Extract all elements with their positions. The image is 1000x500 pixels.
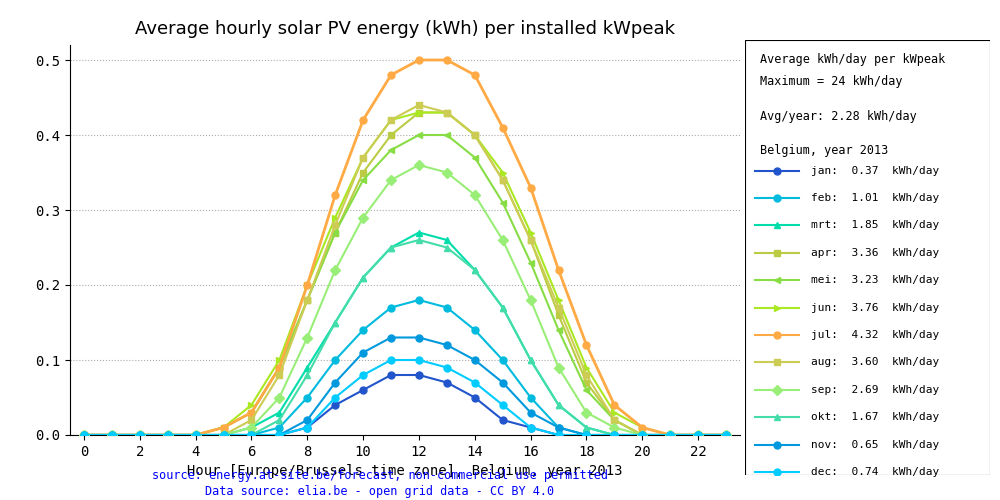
Text: Average kWh/day per kWpeak: Average kWh/day per kWpeak <box>760 53 945 66</box>
Text: dec:  0.74  kWh/day: dec: 0.74 kWh/day <box>811 467 939 477</box>
Text: mei:  3.23  kWh/day: mei: 3.23 kWh/day <box>811 275 939 285</box>
Text: apr:  3.36  kWh/day: apr: 3.36 kWh/day <box>811 248 939 258</box>
Text: feb:  1.01  kWh/day: feb: 1.01 kWh/day <box>811 193 939 203</box>
X-axis label: Hour [Europe/Brussels time zone], Belgium, year 2013: Hour [Europe/Brussels time zone], Belgiu… <box>187 464 623 478</box>
Text: jan:  0.37  kWh/day: jan: 0.37 kWh/day <box>811 166 939 175</box>
Text: Belgium, year 2013: Belgium, year 2013 <box>760 144 888 158</box>
Text: Maximum = 24 kWh/day: Maximum = 24 kWh/day <box>760 75 902 88</box>
Text: nov:  0.65  kWh/day: nov: 0.65 kWh/day <box>811 440 939 450</box>
Text: aug:  3.60  kWh/day: aug: 3.60 kWh/day <box>811 358 939 368</box>
Text: Avg/year: 2.28 kWh/day: Avg/year: 2.28 kWh/day <box>760 110 916 122</box>
Text: mrt:  1.85  kWh/day: mrt: 1.85 kWh/day <box>811 220 939 230</box>
Text: jun:  3.76  kWh/day: jun: 3.76 kWh/day <box>811 302 939 312</box>
FancyBboxPatch shape <box>745 40 990 475</box>
Title: Average hourly solar PV energy (kWh) per installed kWpeak: Average hourly solar PV energy (kWh) per… <box>135 20 675 38</box>
Text: jul:  4.32  kWh/day: jul: 4.32 kWh/day <box>811 330 939 340</box>
Text: source: energy.at-site.be/forecast, non-commercial use permitted
Data source: el: source: energy.at-site.be/forecast, non-… <box>152 470 608 498</box>
Text: sep:  2.69  kWh/day: sep: 2.69 kWh/day <box>811 384 939 394</box>
Text: okt:  1.67  kWh/day: okt: 1.67 kWh/day <box>811 412 939 422</box>
